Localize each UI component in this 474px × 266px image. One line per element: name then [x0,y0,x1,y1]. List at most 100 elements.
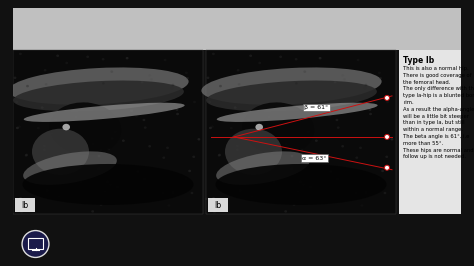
Ellipse shape [219,85,222,87]
Ellipse shape [167,204,170,207]
Ellipse shape [12,198,15,200]
Ellipse shape [365,84,367,86]
Ellipse shape [20,211,23,214]
Ellipse shape [162,192,164,194]
Ellipse shape [368,108,371,111]
Ellipse shape [239,189,242,192]
Ellipse shape [22,164,193,205]
Ellipse shape [74,116,77,118]
Ellipse shape [343,78,346,81]
Ellipse shape [80,181,82,184]
Ellipse shape [236,145,239,147]
Ellipse shape [225,129,282,175]
Ellipse shape [176,113,179,115]
Ellipse shape [9,68,189,105]
Ellipse shape [377,178,380,180]
Ellipse shape [43,145,46,147]
Ellipse shape [192,156,195,158]
Ellipse shape [56,55,59,57]
Ellipse shape [307,131,310,133]
Ellipse shape [292,149,295,152]
Ellipse shape [291,155,293,157]
Ellipse shape [30,120,33,122]
Ellipse shape [91,210,94,213]
Ellipse shape [144,126,146,129]
Ellipse shape [251,195,254,198]
Ellipse shape [116,186,119,188]
Ellipse shape [212,197,215,200]
Circle shape [384,134,390,139]
Ellipse shape [122,139,125,142]
Ellipse shape [92,143,95,145]
Circle shape [22,231,49,257]
Text: Developmental Dysplasia of the Hip - Ultrasound: Developmental Dysplasia of the Hip - Ult… [64,239,333,249]
Ellipse shape [279,102,282,105]
Ellipse shape [100,149,102,152]
Ellipse shape [148,74,151,77]
Ellipse shape [275,149,278,152]
Ellipse shape [247,118,250,121]
Ellipse shape [236,148,239,151]
Ellipse shape [58,195,61,198]
Ellipse shape [391,138,393,140]
Ellipse shape [213,211,216,214]
Ellipse shape [191,192,193,194]
Ellipse shape [51,132,54,135]
Ellipse shape [18,125,21,128]
FancyBboxPatch shape [13,228,58,260]
Ellipse shape [379,77,382,80]
Ellipse shape [337,126,340,129]
Ellipse shape [217,103,378,122]
Ellipse shape [209,127,212,129]
Ellipse shape [337,178,339,180]
Ellipse shape [137,170,139,173]
Ellipse shape [45,83,47,86]
Ellipse shape [109,184,112,186]
Ellipse shape [16,127,19,129]
Ellipse shape [218,154,220,157]
Ellipse shape [290,105,292,107]
Ellipse shape [302,184,305,186]
Circle shape [384,95,390,101]
Ellipse shape [15,101,18,103]
Ellipse shape [295,58,298,60]
Ellipse shape [230,127,233,129]
Ellipse shape [86,56,89,58]
Ellipse shape [249,55,252,57]
Ellipse shape [297,190,300,193]
Ellipse shape [135,115,138,118]
Ellipse shape [24,103,185,122]
Ellipse shape [184,178,187,180]
Ellipse shape [292,204,295,206]
Ellipse shape [160,101,163,103]
Ellipse shape [97,168,100,170]
Ellipse shape [86,102,89,105]
Ellipse shape [64,193,67,196]
Ellipse shape [341,74,344,77]
Ellipse shape [19,197,22,200]
Ellipse shape [304,133,307,135]
Ellipse shape [208,101,211,103]
Ellipse shape [309,186,312,188]
Ellipse shape [186,77,189,80]
Ellipse shape [341,145,344,148]
Ellipse shape [303,70,306,73]
Ellipse shape [13,81,184,111]
Ellipse shape [356,59,359,61]
FancyBboxPatch shape [13,50,203,214]
Ellipse shape [304,137,307,140]
Ellipse shape [172,191,174,194]
Ellipse shape [107,148,110,150]
Ellipse shape [185,72,188,74]
Ellipse shape [143,119,146,121]
FancyBboxPatch shape [206,50,396,214]
Ellipse shape [359,147,362,149]
Ellipse shape [44,69,46,72]
Ellipse shape [23,151,117,185]
Ellipse shape [218,153,221,156]
Ellipse shape [206,81,377,111]
Ellipse shape [334,81,337,84]
Ellipse shape [329,170,332,173]
Ellipse shape [323,110,326,112]
Text: Type Ib: Type Ib [403,56,434,65]
